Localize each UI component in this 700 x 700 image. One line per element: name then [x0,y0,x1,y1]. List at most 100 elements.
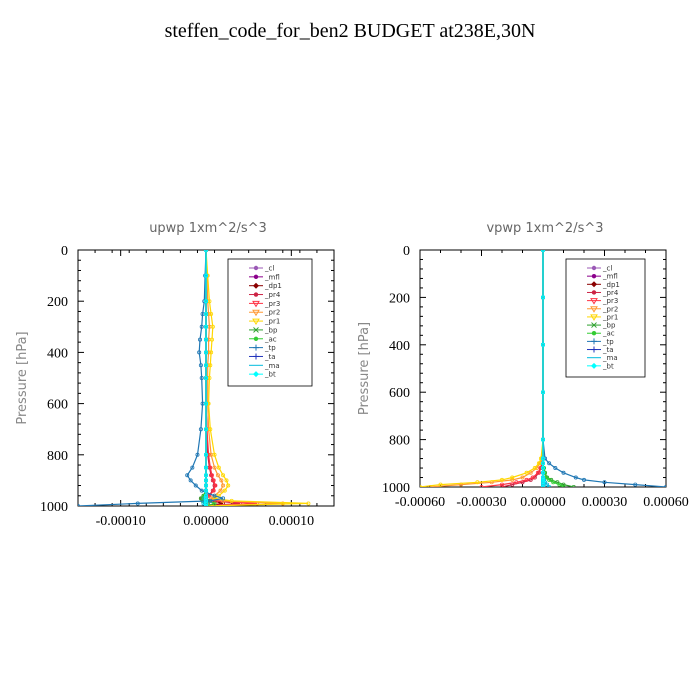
legend-label: _ta [602,346,614,354]
series-point [208,465,213,470]
series-point [203,483,208,488]
series-point [218,488,223,493]
series-point [203,473,208,478]
y-tick-label: 800 [389,434,410,449]
series-point [188,478,193,483]
legend-box [227,258,313,387]
series-point [541,250,545,252]
series-point [536,461,541,466]
series-point [204,250,208,252]
y-tick-label: 1000 [40,500,68,515]
x-tick-label: -0.00010 [96,514,146,529]
series-line-pr1 [420,250,544,487]
series-point [633,482,638,487]
series-point [541,390,546,395]
series-point [561,482,566,487]
y-tick-label: 200 [389,291,410,306]
y-tick-label: 0 [403,244,410,259]
series-point [203,501,208,506]
y-axis-label: Pressure [hPa] [357,322,372,415]
series-point [211,478,216,483]
legend-label: _mfl [602,273,618,281]
series-point [206,452,211,457]
legend-label: _ac [264,335,277,343]
legend-marker [252,318,260,326]
series-point [541,461,546,466]
series-point [221,483,226,488]
series-point [203,273,208,278]
legend-label: _pr2 [264,309,280,317]
series-point [541,482,546,487]
series-point [209,311,214,316]
legend-label: _pr1 [602,313,618,321]
y-tick-label: 600 [47,398,68,413]
legend-label: _pr2 [602,305,618,313]
series-point [602,480,607,485]
y-tick-label: 200 [47,295,68,310]
series-line-pr1 [205,250,309,506]
series-point [514,480,519,485]
series-line-pr3 [481,250,544,487]
legend-label: _cl [602,265,612,273]
x-tick-label: 0.00000 [183,514,229,529]
chart-panel-1: upwp 1xm^2/s^3 0 200 400 600 800 1000 -0.00010 0… [15,221,335,529]
legend-marker [253,292,259,297]
legend-marker [591,281,597,288]
series-group [420,250,666,487]
legend: _cl_mfl_dp1_pr4_pr3_pr2_pr1_bp_ac_tp_ta_… [227,258,313,387]
series-point [499,477,504,482]
series-point [535,470,540,475]
series-point [203,401,208,406]
series-point [206,401,211,406]
series-point [500,485,504,487]
legend-label: _bp [264,326,278,334]
series-point [571,485,576,487]
series-point [541,470,546,475]
series-point [203,324,208,329]
series-point [510,475,515,480]
series-line-pr4 [501,250,544,487]
series-point [226,483,231,488]
series-point [206,311,211,316]
series-point [438,482,443,487]
series-point [475,480,480,485]
series-group [78,250,311,506]
series-point [541,437,546,442]
legend-label: _mfl [264,273,280,281]
y-tick-label: 400 [389,339,410,354]
series-point [185,473,190,478]
y-tick-label: 600 [389,386,410,401]
series-point [210,324,215,329]
legend-label: _pr3 [264,300,280,308]
series-point [203,478,208,483]
series-point [524,477,529,482]
series-point [524,470,529,475]
series-point [203,427,208,432]
legend-label: _pr4 [602,289,619,297]
series-point [199,375,204,380]
legend-marker [591,331,597,336]
series-point [541,295,546,300]
series-point [561,485,566,487]
legend-label: _ma [602,354,618,362]
series-point [582,477,587,482]
series-point [203,488,208,493]
legend-marker [253,282,259,289]
series-line-ac [542,250,564,487]
series-point [557,482,562,487]
series-point [198,337,203,342]
y-tick-label: 1000 [382,481,410,496]
legend-label: _ma [264,362,280,370]
y-tick-label: 800 [47,449,68,464]
legend-marker [591,265,597,271]
series-point [211,488,216,493]
series-point [206,350,211,355]
series-point [203,311,208,316]
page-title: steffen_code_for_ben2 BUDGET at238E,30N [164,20,536,42]
series-point [541,485,545,487]
series-point [193,483,198,488]
series-point [215,473,220,478]
series-point [208,427,213,432]
series-point [541,477,546,482]
y-axis-label: Pressure [hPa] [15,331,30,424]
